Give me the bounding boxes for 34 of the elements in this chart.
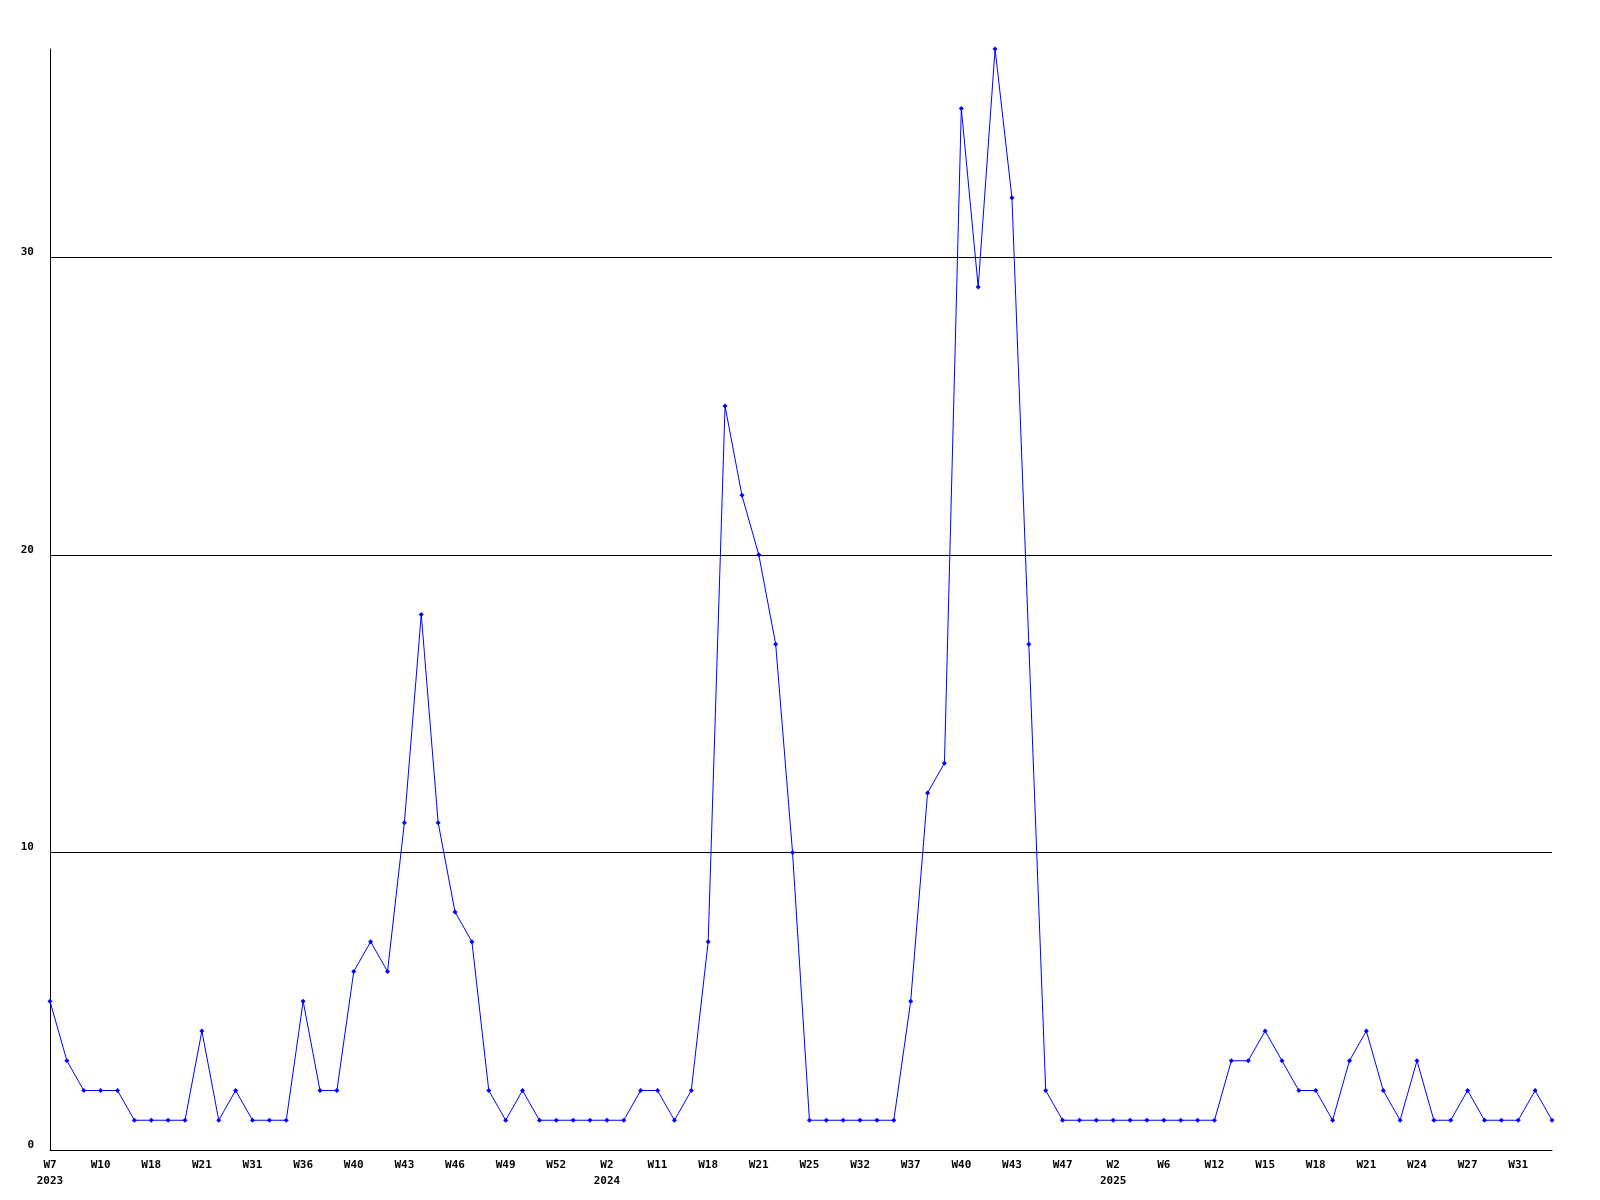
x-tick-label: W18 (141, 1157, 162, 1171)
x-tick-label: W31 (242, 1157, 263, 1171)
x-tick-label: W40 (343, 1157, 364, 1171)
y-tick-label: 30 (20, 245, 34, 259)
x-tick-label: W24 (1407, 1157, 1428, 1171)
x-tick-label: W2 2025 (1099, 1157, 1127, 1187)
x-tick-label: W12 (1204, 1157, 1225, 1171)
y-tick-label: 20 (20, 542, 34, 556)
y-tick-label: 0 (27, 1138, 34, 1151)
x-tick-label: W46 (445, 1157, 466, 1171)
x-tick-label: W21 (1356, 1157, 1377, 1171)
x-tick-label: W2 2024 (593, 1157, 621, 1187)
x-tick-label: W37 (900, 1157, 921, 1171)
x-tick-label: W31 (1508, 1157, 1529, 1171)
x-tick-label: W7 2023 (36, 1157, 64, 1187)
x-tick-label: W21 (748, 1157, 770, 1171)
x-tick-label: W15 (1255, 1157, 1276, 1171)
y-tick-label: 10 (20, 840, 34, 854)
x-tick-label: W21 (191, 1157, 213, 1171)
x-tick-label: W10 (90, 1157, 111, 1171)
x-tick-label: W43 (394, 1157, 415, 1171)
x-tick-label: W27 (1457, 1157, 1478, 1171)
x-tick-label: W25 (799, 1157, 820, 1171)
x-tick-label: W43 (1002, 1157, 1022, 1171)
x-tick-label: W47 (1052, 1157, 1073, 1171)
x-tick-label: W49 (495, 1157, 516, 1171)
x-tick-label: W36 (293, 1157, 314, 1171)
x-tick-label: W32 (850, 1157, 870, 1171)
x-tick-label: W11 (647, 1157, 668, 1171)
x-tick-label: W52 (546, 1157, 567, 1171)
x-tick-label: W18 (1305, 1157, 1326, 1171)
x-tick-label: W18 (698, 1157, 719, 1171)
x-tick-label: W40 (951, 1157, 972, 1171)
x-tick-label: W6 (1157, 1157, 1171, 1171)
